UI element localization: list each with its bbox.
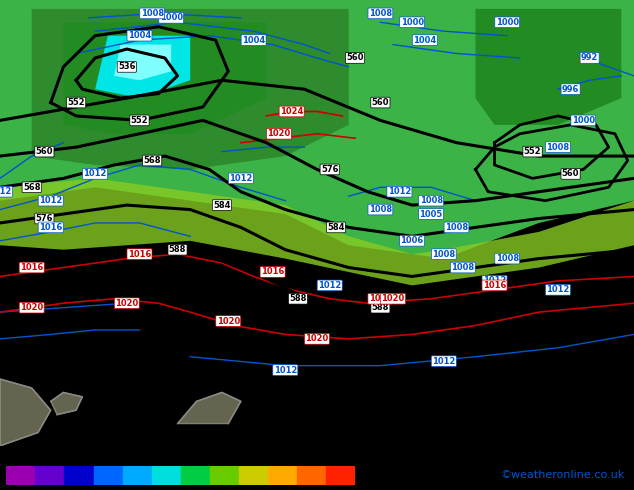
Text: 560: 560	[562, 170, 579, 178]
Bar	[65, 466, 94, 485]
Text: 1020: 1020	[306, 334, 328, 343]
Bar	[181, 466, 210, 485]
Text: 992: 992	[581, 53, 598, 62]
Text: 1000: 1000	[572, 116, 595, 125]
Text: 588: 588	[372, 303, 389, 312]
Text: 536: 536	[118, 62, 136, 72]
Text: 1008: 1008	[369, 205, 392, 214]
Text: 560: 560	[346, 53, 364, 62]
Text: 1012: 1012	[483, 276, 506, 285]
Text: 1005: 1005	[420, 210, 443, 219]
Bar	[94, 466, 122, 485]
Text: 1012: 1012	[230, 174, 252, 183]
Polygon shape	[0, 379, 51, 446]
Text: 1006: 1006	[401, 236, 424, 245]
Text: 1020: 1020	[20, 303, 43, 312]
Text: 1012: 1012	[388, 187, 411, 196]
Text: 1020: 1020	[217, 317, 240, 325]
Polygon shape	[178, 392, 241, 423]
Text: 588: 588	[169, 245, 186, 254]
Text: 552: 552	[524, 147, 541, 156]
Text: 1012: 1012	[39, 196, 62, 205]
Text: 1016: 1016	[39, 223, 62, 232]
Bar	[326, 466, 355, 485]
Text: 1020: 1020	[115, 299, 138, 308]
Text: 1008: 1008	[445, 223, 468, 232]
Bar	[297, 466, 326, 485]
Text: 1016: 1016	[20, 263, 43, 272]
Text: 568: 568	[23, 183, 41, 192]
Text: 1016: 1016	[369, 294, 392, 303]
Text: Th 06-06-2024 03:00 UTC (12+15): Th 06-06-2024 03:00 UTC (12+15)	[380, 464, 601, 477]
Text: 1012: 1012	[84, 170, 107, 178]
Bar	[122, 466, 152, 485]
Bar	[152, 466, 181, 485]
Text: 576: 576	[321, 165, 339, 174]
Text: 1000: 1000	[401, 18, 424, 27]
Bar	[239, 466, 268, 485]
Bar	[36, 466, 65, 485]
Polygon shape	[51, 392, 82, 415]
Text: 1016: 1016	[128, 250, 151, 259]
Bar	[6, 466, 36, 485]
Text: 1008: 1008	[451, 263, 474, 272]
Text: 1000: 1000	[496, 18, 519, 27]
Text: 1016: 1016	[483, 281, 506, 290]
Text: 552: 552	[131, 116, 148, 125]
Text: 576: 576	[36, 214, 53, 223]
Bar	[210, 466, 239, 485]
Text: 1008: 1008	[141, 9, 164, 18]
Text: 1008: 1008	[420, 196, 443, 205]
Text: 996: 996	[562, 85, 579, 94]
Text: 1008: 1008	[369, 9, 392, 18]
Text: 1012: 1012	[0, 187, 11, 196]
Text: 584: 584	[213, 200, 231, 210]
Text: 1012: 1012	[318, 281, 341, 290]
Text: 1008: 1008	[432, 250, 455, 259]
Bar	[268, 466, 297, 485]
Text: 560: 560	[36, 147, 53, 156]
Text: 588: 588	[289, 294, 307, 303]
Text: ©weatheronline.co.uk: ©weatheronline.co.uk	[500, 470, 624, 480]
Text: 1012: 1012	[547, 285, 569, 294]
Text: 1008: 1008	[547, 143, 569, 151]
Text: 1020: 1020	[382, 294, 404, 303]
Text: 1000: 1000	[160, 13, 183, 23]
Text: 568: 568	[143, 156, 161, 165]
Text: 1008: 1008	[496, 254, 519, 263]
Text: 1012: 1012	[274, 366, 297, 374]
Text: 1004: 1004	[242, 36, 265, 45]
Text: 1016: 1016	[261, 268, 284, 276]
Text: 1024: 1024	[280, 107, 303, 116]
Text: Thickness 500/1000 HPa/SLP/Height 500 HPa: Thickness 500/1000 HPa/SLP/Height 500 HP…	[6, 464, 299, 477]
Text: 1004: 1004	[413, 36, 436, 45]
Text: 584: 584	[327, 223, 345, 232]
Text: 1020: 1020	[268, 129, 290, 138]
Text: 1004: 1004	[128, 31, 151, 40]
Text: 552: 552	[67, 98, 85, 107]
Text: 1012: 1012	[432, 357, 455, 366]
Text: 560: 560	[372, 98, 389, 107]
